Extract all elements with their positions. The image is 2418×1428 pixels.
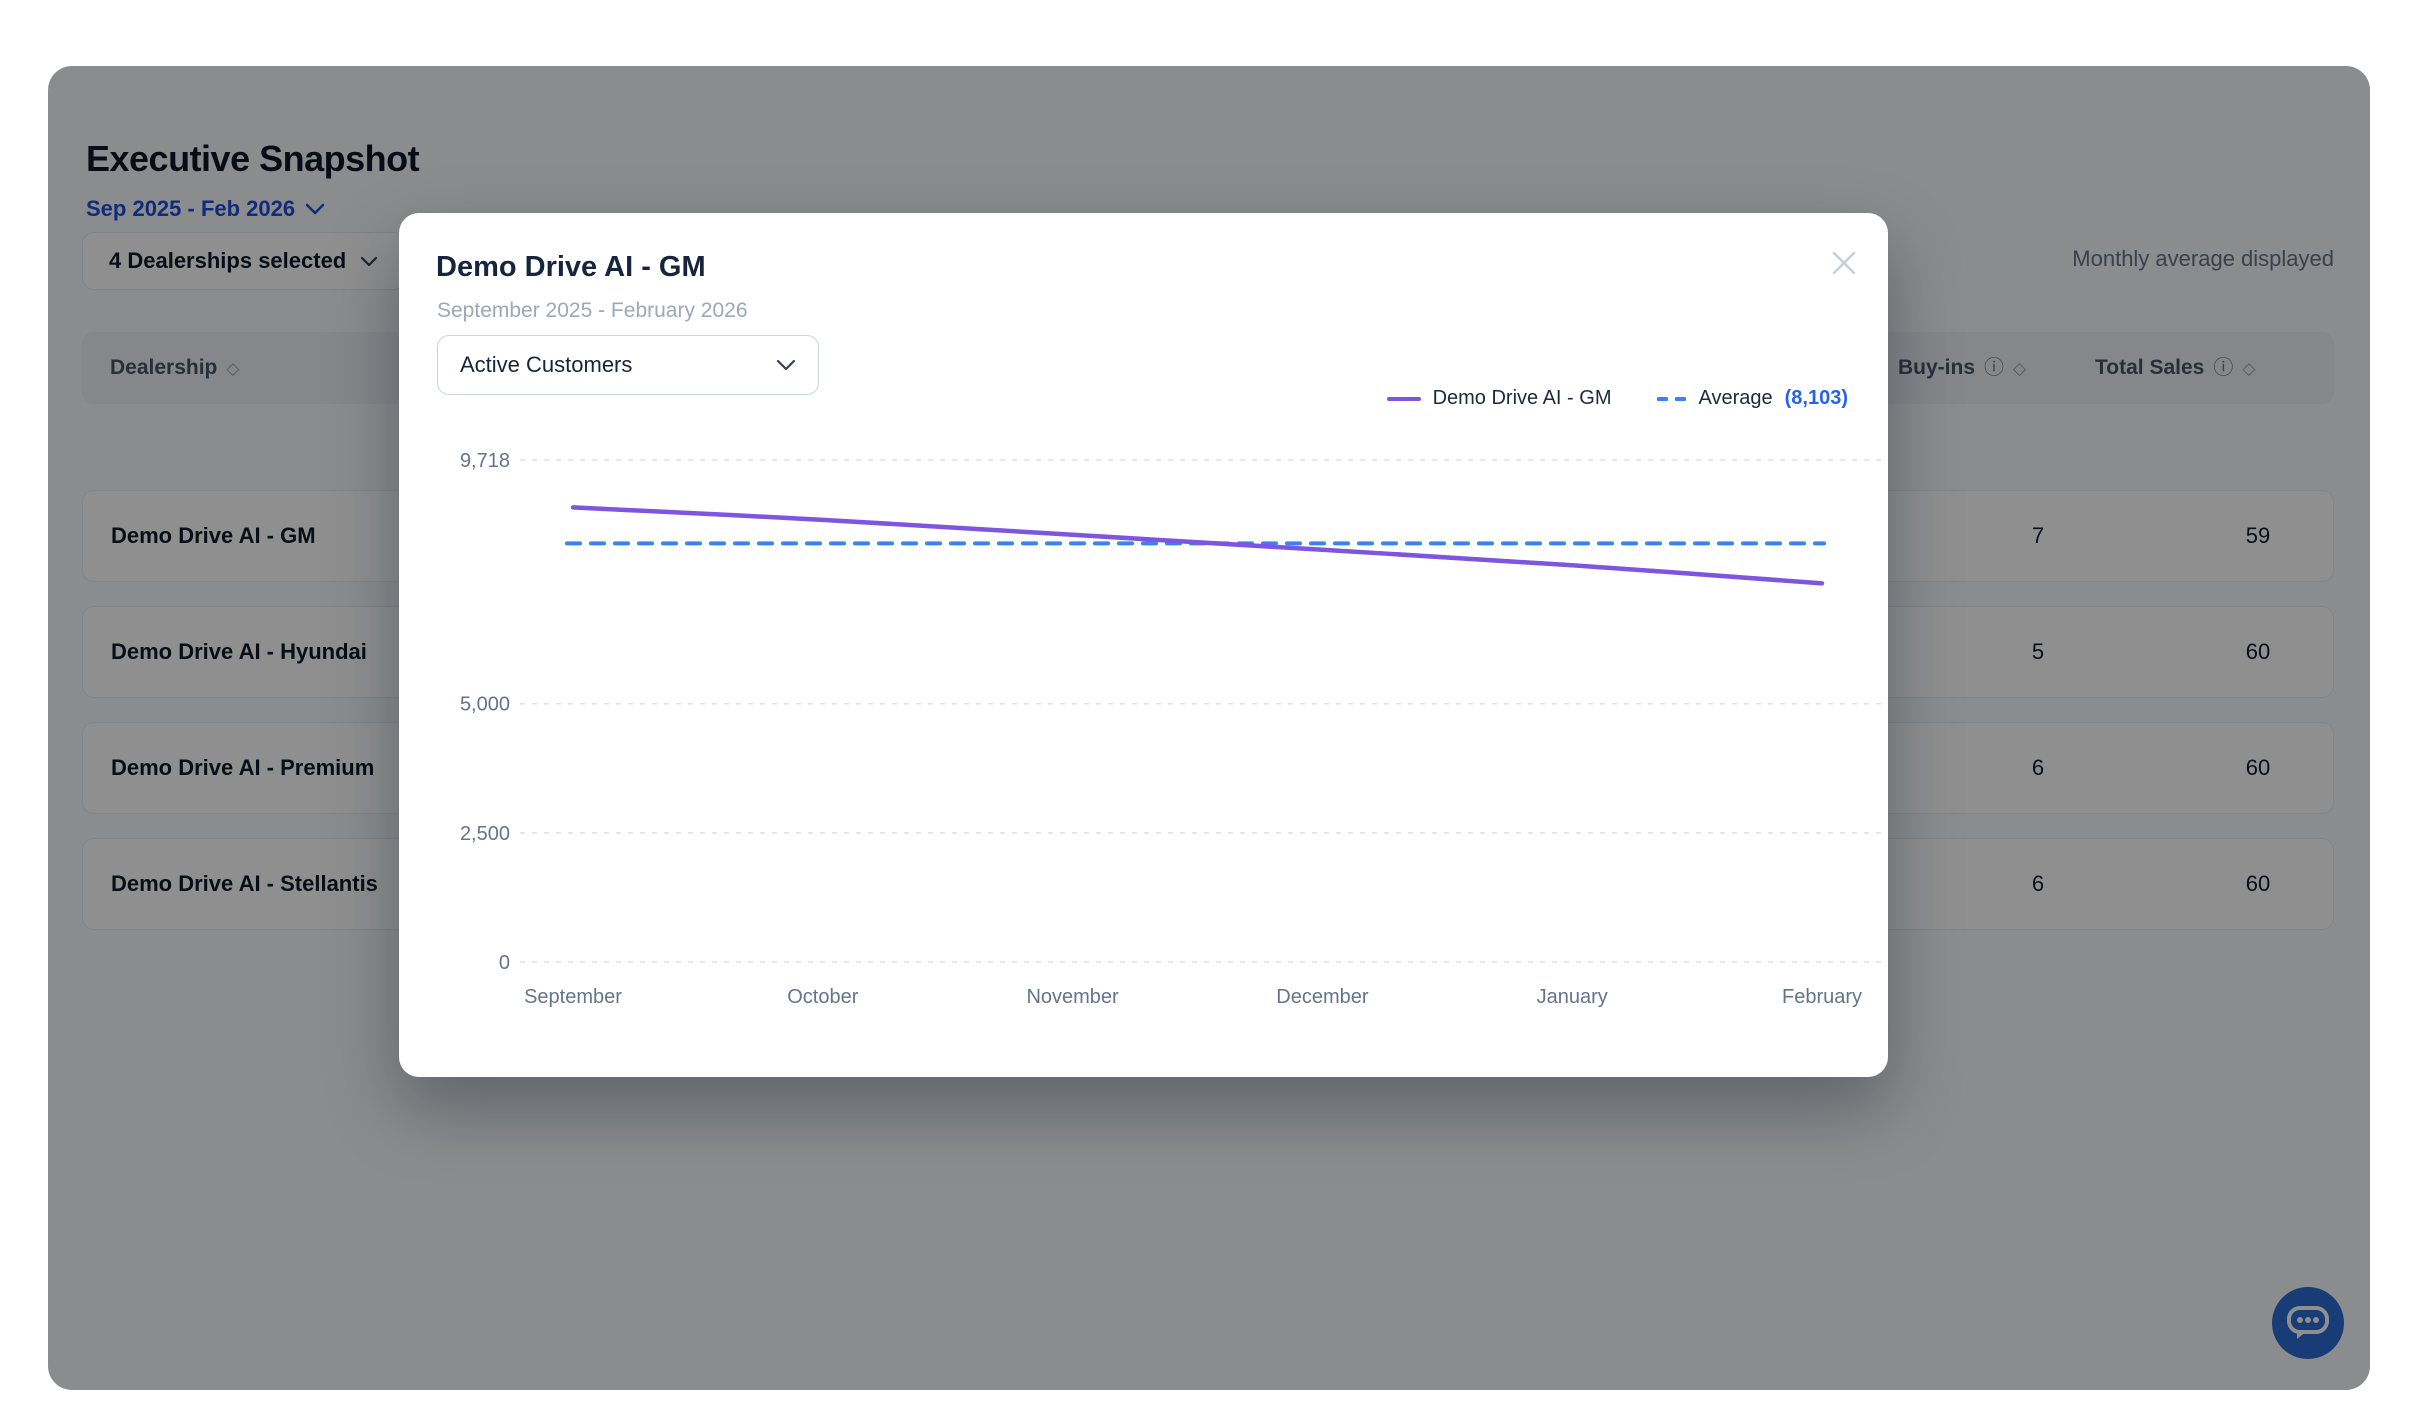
- chat-bubble-icon: [2287, 1306, 2329, 1339]
- legend-average-value: (8,103): [1784, 387, 1848, 409]
- modal-title: Demo Drive AI - GM: [436, 251, 706, 283]
- svg-text:November: November: [1026, 986, 1119, 1008]
- sort-icon[interactable]: ◇: [2013, 358, 2027, 378]
- close-icon[interactable]: [1822, 241, 1866, 285]
- total-sales-value: 59: [2245, 523, 2271, 548]
- svg-text:February: February: [1782, 986, 1862, 1008]
- svg-text:January: January: [1537, 986, 1608, 1008]
- column-header-dealership[interactable]: Dealership ◇: [110, 356, 240, 379]
- buy-ins-value: 5: [2031, 639, 2045, 664]
- total-sales-value: 60: [2245, 755, 2271, 780]
- chat-button[interactable]: [2272, 1287, 2344, 1359]
- display-note: Monthly average displayed: [2072, 246, 2334, 271]
- buy-ins-value: 6: [2031, 755, 2045, 780]
- total-sales-value: 60: [2245, 639, 2271, 664]
- sort-icon[interactable]: ◇: [226, 358, 240, 378]
- modal-subtitle: September 2025 - February 2026: [437, 299, 748, 322]
- info-icon[interactable]: ⓘ: [1984, 357, 2005, 379]
- dealership-filter-dropdown[interactable]: 4 Dealerships selected: [82, 232, 406, 290]
- svg-text:0: 0: [499, 952, 510, 974]
- chart-legend: Demo Drive AI - GM Average (8,103): [1386, 387, 1848, 410]
- date-range-label: Sep 2025 - Feb 2026: [86, 196, 296, 221]
- buy-ins-value: 6: [2031, 871, 2045, 896]
- legend-series-label: Demo Drive AI - GM: [1432, 387, 1612, 409]
- chevron-down-icon: [776, 359, 796, 371]
- page-title: Executive Snapshot: [86, 138, 420, 179]
- chevron-down-icon: [361, 256, 378, 266]
- legend-item-average: Average (8,103): [1657, 387, 1848, 410]
- svg-text:December: December: [1276, 986, 1369, 1008]
- dealership-name: Demo Drive AI - Hyundai: [111, 639, 367, 664]
- svg-text:9,718: 9,718: [460, 450, 510, 472]
- legend-average-dash-icon: [1657, 396, 1687, 401]
- total-sales-value: 60: [2245, 871, 2271, 896]
- svg-text:2,500: 2,500: [460, 823, 510, 845]
- legend-average-label: Average: [1698, 387, 1773, 409]
- buy-ins-value: 7: [2031, 523, 2045, 548]
- legend-item-series: Demo Drive AI - GM: [1386, 387, 1612, 410]
- legend-series-line-icon: [1386, 396, 1421, 401]
- dealership-filter-label: 4 Dealerships selected: [109, 248, 347, 273]
- date-range-selector[interactable]: Sep 2025 - Feb 2026: [86, 196, 325, 222]
- svg-text:September: September: [524, 986, 622, 1008]
- chevron-down-icon: [305, 203, 325, 215]
- column-header-buy-ins[interactable]: Buy-ins ⓘ ◇: [1898, 356, 2027, 379]
- metric-selector-dropdown[interactable]: Active Customers: [437, 335, 819, 395]
- column-header-total-sales[interactable]: Total Sales ⓘ ◇: [2095, 356, 2256, 379]
- dealership-name: Demo Drive AI - GM: [111, 523, 316, 548]
- svg-text:October: October: [787, 986, 858, 1008]
- dealership-name: Demo Drive AI - Premium: [111, 755, 375, 780]
- svg-text:5,000: 5,000: [460, 694, 510, 716]
- info-icon[interactable]: ⓘ: [2213, 357, 2234, 379]
- sort-icon[interactable]: ◇: [2242, 358, 2256, 378]
- dealership-name: Demo Drive AI - Stellantis: [111, 871, 378, 896]
- metric-selector-value: Active Customers: [460, 352, 633, 377]
- dealership-detail-modal: Demo Drive AI - GM September 2025 - Febr…: [399, 213, 1888, 1077]
